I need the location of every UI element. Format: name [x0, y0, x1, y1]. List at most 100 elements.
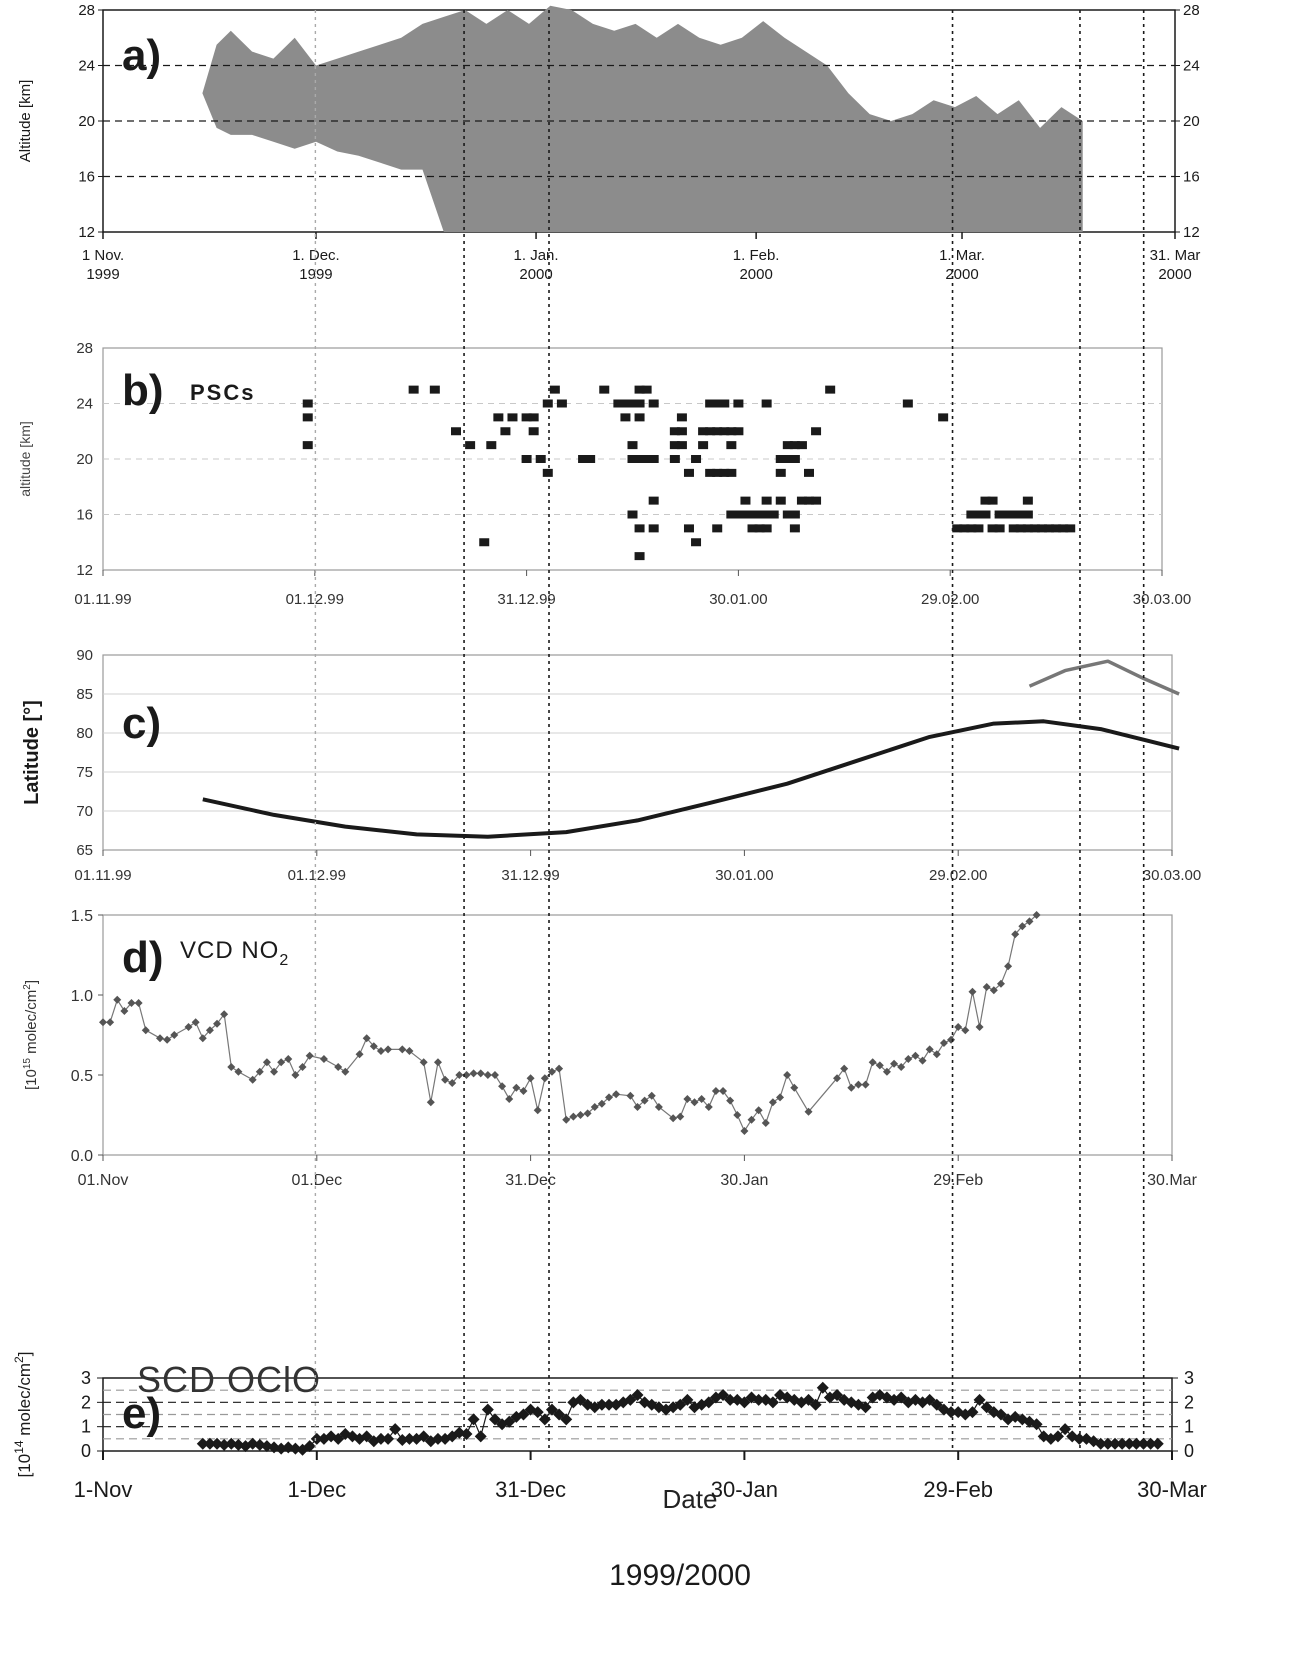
panel-b-psc-point [1015, 524, 1026, 533]
panel-d-no2-point [996, 979, 1005, 988]
panel-e-ytick-label: 1 [81, 1417, 91, 1437]
panel-b-psc-point [782, 455, 793, 463]
panel-b-psc-point [1008, 510, 1019, 519]
panel-d-no2-point [262, 1058, 271, 1067]
panel-b-psc-point [980, 496, 991, 505]
panel-b-psc-point [549, 385, 560, 394]
panel-a-xtick-label: 1. Feb. [733, 247, 780, 264]
panel-b-psc-point [796, 496, 807, 505]
panel-e-oclo-point [1137, 1437, 1150, 1450]
panel-b-title: PSCs [190, 380, 255, 405]
panel-e-oclo-point [1116, 1437, 1129, 1450]
panel-b-psc-point [959, 524, 970, 533]
panel-a-ytick-label-right: 20 [1183, 113, 1200, 130]
panel-d-no2-point [761, 1119, 770, 1127]
panel-d-no2-point [982, 983, 991, 991]
panel-e-oclo-point [631, 1389, 644, 1402]
panel-d-no2-point [875, 1061, 884, 1070]
panel-d-no2-point [633, 1103, 642, 1111]
panel-b-psc-point [987, 524, 998, 533]
panel-b-ytick-label: 12 [76, 562, 93, 579]
panel-d-no2-point [733, 1111, 742, 1119]
panel-b-psc-point [994, 524, 1005, 533]
panel-a-xtick-label: 1 Nov. [82, 247, 124, 264]
panel-b-psc-point [302, 413, 313, 422]
panel-b-psc-point [691, 538, 702, 547]
panel-d-no2-point [462, 1071, 471, 1079]
panel-d-no2-point [433, 1058, 442, 1067]
panel-e-ylabel-part: ] [15, 1352, 34, 1357]
panel-e-oclo-point [481, 1403, 494, 1416]
panel-a-ytick-label-right: 24 [1183, 58, 1200, 75]
panel-d-no2-point [1032, 911, 1041, 919]
panel-d-no2-point [255, 1067, 264, 1076]
panel-e-oclo-point [809, 1398, 822, 1411]
panel-b-psc-point [599, 385, 610, 394]
panel-e-oclo-point [1151, 1437, 1164, 1450]
panel-d-no2-point [519, 1087, 528, 1095]
panel-e-oclo-point [560, 1413, 573, 1426]
panel-e-ylabel-part: [10 [15, 1454, 34, 1478]
panel-d-no2-point [840, 1064, 849, 1073]
panel-b-psc-point [1001, 510, 1012, 519]
panel-b-letter: b) [122, 366, 164, 415]
panel-d-no2-point [890, 1059, 899, 1068]
panel-b-psc-point [712, 468, 723, 477]
panel-b-psc-point [465, 441, 476, 450]
panel-b-psc-point [789, 455, 800, 463]
panel-b-psc-point [683, 524, 694, 533]
panel-d-xtick-label: 31.Dec [505, 1172, 556, 1189]
panel-a-ytick-label-right: 12 [1183, 224, 1200, 241]
panel-e-ylabel-part: molec/cm [15, 1363, 34, 1440]
panel-b-psc-point [761, 524, 772, 533]
panel-c: 65 70 75 80 85 90 01.11.99 01.12.99 31.12.99 30.0… [21, 647, 1201, 884]
panel-e-oclo-point [766, 1396, 779, 1409]
panel-b-psc-point [719, 399, 730, 408]
panel-d-ytick-label: 0.0 [71, 1148, 93, 1165]
panel-a-xtick-year: 2000 [739, 266, 772, 283]
panel-c-xtick-label: 30.03.00 [1143, 867, 1201, 884]
panel-c-xtick-label: 31.12.99 [501, 867, 559, 884]
panel-d-no2-point [469, 1069, 478, 1078]
panel-d-no2-point [790, 1083, 799, 1092]
panel-d-no2-point [191, 1018, 200, 1027]
panel-e-oclo-point [602, 1398, 615, 1411]
panel-b-psc-point [782, 510, 793, 519]
panel-d-no2-point [719, 1087, 728, 1095]
panel-b-psc-point [726, 468, 737, 477]
panel-e-oclo-point [1130, 1437, 1143, 1450]
panel-b-psc-point [796, 441, 807, 450]
panel-e-oclo-point [1108, 1437, 1121, 1450]
panel-d-no2-point [726, 1096, 735, 1105]
panel-b-psc-point [429, 385, 440, 394]
panel-b-psc-point [691, 455, 702, 463]
panel-d-no2-point [376, 1047, 385, 1055]
panel-a-xtick-year: 2000 [519, 266, 552, 283]
panel-b-psc-point [705, 468, 716, 477]
panel-d-no2-point [127, 999, 136, 1007]
panel-e-oclo-point [966, 1406, 979, 1419]
panel-b-psc-point [521, 413, 532, 422]
panel-b-psc-point [634, 552, 645, 561]
panel-d-ylabel-part: [10 [23, 1069, 40, 1090]
panel-d-no2-point [590, 1103, 599, 1111]
panel-b-xtick-label: 29.02.00 [921, 591, 979, 608]
panel-e-xtick-label: 31-Dec [495, 1477, 566, 1502]
panel-d-no2-point [918, 1056, 927, 1065]
panel-a-area [202, 5, 1083, 232]
panel-b-psc-point [761, 399, 772, 408]
panel-b-psc-point [451, 427, 461, 436]
panel-d: 0.0 0.5 1.0 1.5 01.Nov 01.Dec 31.Dec 30.Jan 29.F… [22, 908, 1198, 1189]
panel-b-psc-point [747, 524, 758, 533]
panel-d-frame [102, 914, 1173, 1156]
panel-b-psc-point [733, 427, 744, 436]
panel-d-no2-point [961, 1026, 970, 1035]
panel-e-xtick-label: 1-Dec [287, 1477, 346, 1502]
panel-b-psc-point [987, 496, 998, 505]
panel-e-ytick-label-right: 2 [1184, 1392, 1194, 1412]
panel-d-no2-point [455, 1071, 464, 1079]
panel-e-xtick-label: 29-Feb [923, 1477, 993, 1502]
panel-d-no2-point [319, 1055, 328, 1063]
panel-b-psc-point [825, 385, 836, 394]
